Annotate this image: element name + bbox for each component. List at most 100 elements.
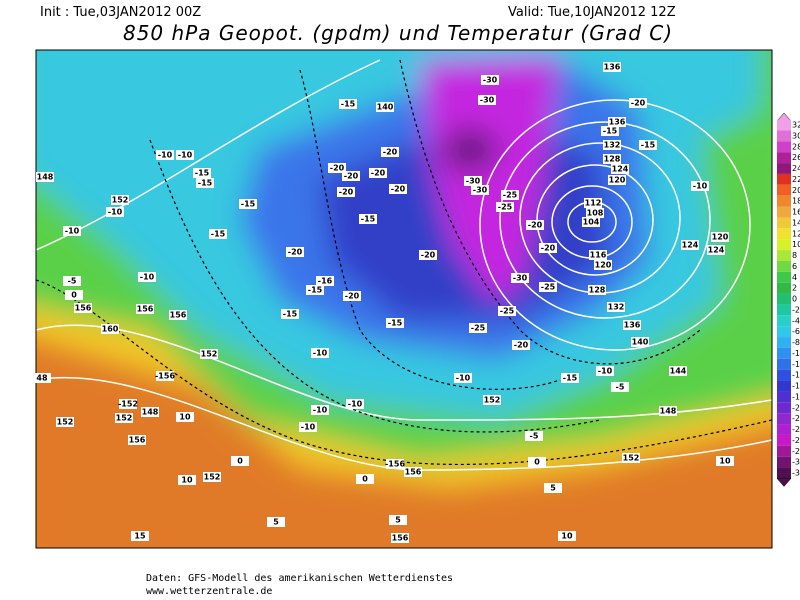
label-box [716,456,734,466]
label-box [639,140,657,150]
contour-label: -25 [498,203,513,212]
contour-label: -25 [541,283,556,292]
label-box [483,395,501,405]
label-box [231,456,249,466]
label-box [582,217,600,227]
label-box [119,399,137,409]
label-box [544,483,562,493]
contour-label: -16 [318,277,333,286]
contour-label: -20 [288,248,303,257]
label-box [200,349,218,359]
label-box [603,62,621,72]
colorbar-swatch [777,424,791,435]
colorbar-swatch [777,228,791,240]
colorbar-swatch [777,358,791,370]
contour-label: -15 [198,179,213,188]
colorbar-swatch [777,195,791,207]
contour-label: 152 [201,350,218,359]
colorbar-label: 8 [792,251,797,260]
label-box [622,453,640,463]
label-box [376,102,394,112]
map-frame [35,49,773,549]
label-box [512,340,530,350]
label-box [339,99,357,109]
contour-label: 10 [719,457,731,466]
label-box [65,290,83,300]
label-box [707,245,725,255]
colorbar-label: 20 [792,186,800,195]
label-box [356,474,374,484]
colorbar-swatch [777,456,791,468]
contour-label: -20 [383,148,398,157]
contour-label: -10 [158,151,173,160]
label-box [316,276,334,286]
label-box [156,371,174,381]
label-box [328,163,346,173]
contour-label: 156 [405,468,422,477]
contour-label: 152 [204,473,221,482]
label-box [404,467,422,477]
data-source: Daten: GFS-Modell des amerikanischen Wet… [146,573,453,584]
colorbar-swatch [777,380,791,392]
colorbar-label: -20 [792,403,800,412]
contour-label: -30 [480,96,495,105]
contour-label: -5 [530,432,539,441]
label-box [539,282,557,292]
contour-label: 152 [623,454,640,463]
contour-label: 112 [585,199,602,208]
label-box [128,435,146,445]
contour-label: -30 [473,186,488,195]
label-box [596,366,614,376]
contour-label: 48 [36,374,48,383]
colorbar-label: 22 [792,175,800,184]
colorbar-label: -10 [792,349,800,358]
contour-label: -15 [388,319,403,328]
label-box [469,323,487,333]
contour-label: -10 [178,151,193,160]
colorbar-bottom-arrow [776,478,792,487]
label-box [386,318,404,328]
map-field [36,50,772,548]
contour-label: -15 [195,169,210,178]
contour-label: -15 [361,215,376,224]
contour-label: 152 [484,396,501,405]
label-box [481,75,499,85]
colorbar-swatch [777,141,791,153]
colorbar-swatch [777,184,791,196]
label-box [607,302,625,312]
label-box [343,291,361,301]
label-box [611,164,629,174]
colorbar-swatch [777,337,791,348]
contour-label: -20 [528,221,543,230]
colorbar-swatch [777,369,791,381]
label-box [36,172,54,182]
label-box [337,187,355,197]
contour-label: 116 [590,251,607,260]
label-box [589,250,607,260]
contour-label: -20 [345,292,360,301]
colorbar-label: -18 [792,392,800,401]
label-box [176,412,194,422]
label-box [525,431,543,441]
label-box [63,276,81,286]
label-box [528,457,546,467]
label-box [74,303,92,313]
label-box [281,309,299,319]
colorbar-label: 12 [792,229,800,238]
label-box [111,195,129,205]
label-box [101,324,119,334]
contour-label: 120 [712,233,729,242]
contour-label: -30 [466,177,481,186]
contour-label: -15 [308,286,323,295]
contour-label: 136 [609,118,626,127]
colorbar-label: -30 [792,458,800,467]
colorbar-label: 26 [792,153,800,162]
colorbar-label: 6 [792,262,797,271]
contour-label: 128 [604,155,621,164]
label-box [136,304,154,314]
colorbar-label: 10 [792,240,800,249]
label-box [608,175,626,185]
colorbar-label: 14 [792,218,800,227]
contour-label: -30 [513,274,528,283]
contour-label: -10 [598,367,613,376]
